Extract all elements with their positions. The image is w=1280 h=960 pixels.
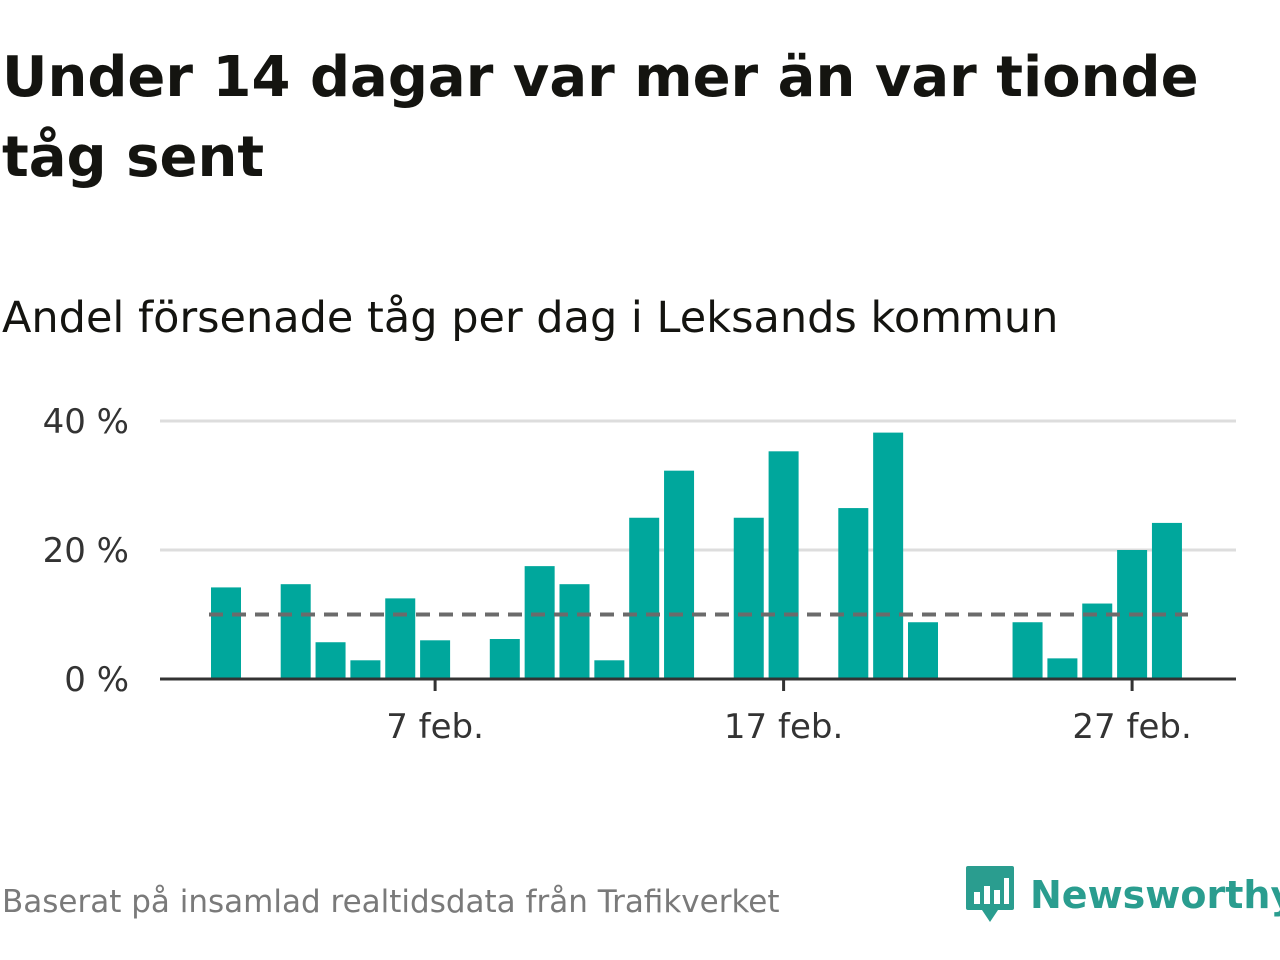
brand-name: Newsworthy — [1030, 873, 1280, 917]
bar — [733, 517, 764, 679]
bar — [873, 432, 904, 679]
bar — [385, 598, 416, 679]
y-tick-label: 20 % — [43, 531, 129, 571]
bar — [420, 640, 451, 679]
bar — [629, 517, 660, 679]
bar — [1012, 622, 1043, 679]
bar — [908, 622, 938, 679]
bar — [838, 508, 869, 679]
bar — [211, 587, 241, 679]
bar-chart: 7 feb. 17 feb. 27 feb. 0 % 20 % 40 % — [43, 402, 1236, 747]
chart-subtitle: Andel försenade tåg per dag i Leksands k… — [2, 293, 1059, 343]
bar — [489, 639, 520, 679]
bar — [315, 642, 346, 679]
y-tick-label: 40 % — [43, 402, 129, 442]
bar — [524, 566, 555, 679]
bar — [280, 584, 311, 679]
y-tick-label: 0 % — [64, 660, 129, 700]
chart-title: Under 14 dagar var mer än var tionde tåg… — [2, 45, 1199, 190]
bar — [1047, 658, 1078, 679]
x-tick-label: 17 feb. — [724, 707, 843, 747]
source-note: Baserat på insamlad realtidsdata från Tr… — [2, 884, 780, 920]
newsworthy-logo-icon — [966, 866, 1014, 922]
x-tick-label: 7 feb. — [386, 707, 484, 747]
bar — [350, 660, 381, 679]
bar — [1151, 522, 1182, 679]
bar — [664, 470, 695, 679]
x-tick-label: 27 feb. — [1072, 707, 1191, 747]
bar — [768, 451, 799, 679]
bar — [594, 660, 625, 679]
bar — [559, 584, 590, 679]
newsworthy-logo: Newsworthy — [964, 864, 1280, 926]
